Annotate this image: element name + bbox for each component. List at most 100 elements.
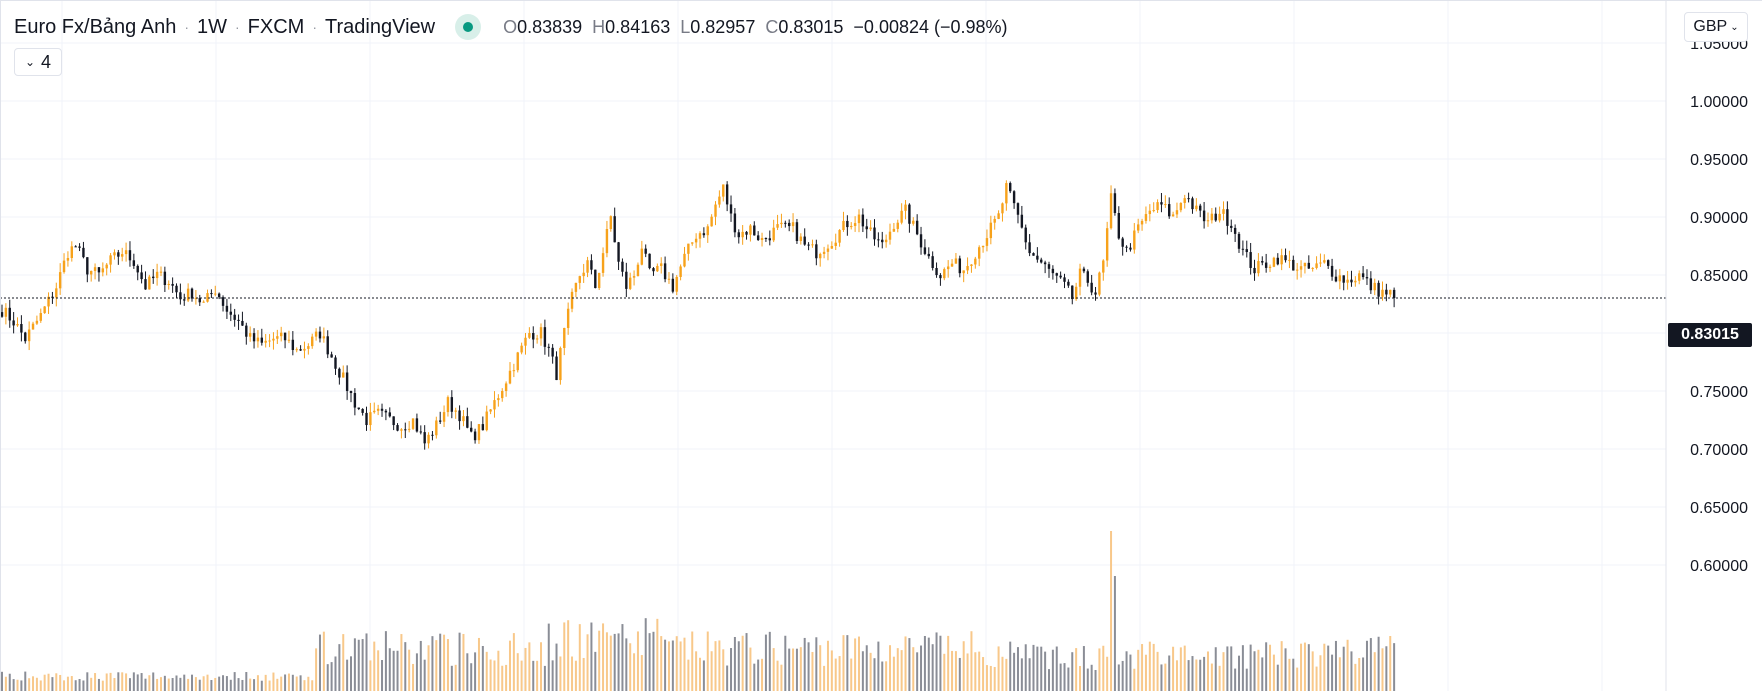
- candle-body: [609, 216, 613, 230]
- close-value: 0.83015: [778, 16, 844, 37]
- market-status-icon[interactable]: [455, 14, 482, 40]
- volume-bar: [625, 638, 628, 691]
- candle-body: [501, 390, 504, 399]
- candle-body: [636, 264, 640, 277]
- candle-body: [683, 253, 686, 267]
- candle-body: [299, 349, 302, 351]
- volume-bar: [384, 631, 387, 691]
- volume-bar: [1342, 646, 1345, 691]
- volume-bar: [877, 641, 880, 691]
- price-tick-label: 0.85000: [1690, 268, 1748, 285]
- volume-bar: [741, 635, 744, 691]
- volume-bar: [1102, 645, 1105, 691]
- volume-bar: [1071, 652, 1074, 691]
- volume-bar: [865, 645, 868, 691]
- candle-body: [663, 263, 667, 280]
- volume-bar: [904, 636, 907, 691]
- volume-bar: [74, 680, 77, 691]
- volume-bar: [311, 680, 314, 691]
- candle-body: [1354, 280, 1357, 283]
- candle-body: [1288, 259, 1291, 261]
- candle-body: [1020, 214, 1024, 228]
- ohlc-values: O 0.83839 H 0.84163 L 0.82957 C 0.83015 …: [503, 17, 1007, 38]
- volume-bar: [508, 640, 511, 691]
- volume-bar: [1354, 663, 1357, 691]
- volume-bar: [605, 632, 608, 691]
- volume-bar: [276, 678, 279, 691]
- candle-body: [20, 324, 23, 333]
- volume-bar: [1055, 646, 1058, 691]
- volume-bar: [8, 673, 11, 691]
- volume-bar: [1028, 658, 1031, 691]
- volume-bar: [629, 643, 632, 691]
- candle-body: [1280, 255, 1283, 265]
- candle-body: [124, 250, 128, 255]
- candle-body: [795, 222, 799, 242]
- volume-bar: [1082, 646, 1085, 691]
- candle-body: [221, 297, 225, 306]
- volume-bar: [218, 676, 221, 691]
- volume-bar: [947, 635, 950, 691]
- volume-bar: [35, 677, 38, 691]
- candle-body: [105, 264, 108, 269]
- volume-bar: [512, 633, 515, 691]
- candle-body: [159, 271, 163, 273]
- currency-select-button[interactable]: GBP ⌄: [1684, 12, 1748, 42]
- candle-body: [1373, 282, 1376, 291]
- volume-bar: [1195, 659, 1198, 691]
- price-tick-label: 0.95000: [1690, 152, 1748, 169]
- candle-body: [613, 216, 616, 243]
- candle-body: [1365, 277, 1369, 279]
- candle-body: [1385, 289, 1388, 295]
- candle-body: [210, 293, 213, 295]
- candle-body: [1350, 279, 1353, 283]
- candle-body: [74, 246, 77, 248]
- price-axis[interactable]: 1.050001.000000.950000.900000.850000.800…: [1690, 36, 1748, 575]
- candle-body: [842, 220, 845, 231]
- volume-bar: [664, 639, 667, 691]
- volume-bar: [869, 652, 872, 691]
- volume-bar: [214, 677, 217, 691]
- volume-bar: [194, 677, 197, 691]
- volume-bar: [144, 678, 147, 691]
- volume-bar: [803, 637, 806, 691]
- candle-body: [163, 271, 167, 286]
- volume-bar: [896, 648, 899, 691]
- price-candles: [0, 180, 1396, 450]
- interval-label[interactable]: 1W: [197, 15, 227, 38]
- volume-bar: [1063, 663, 1066, 691]
- change-value: −0.00824 (−0.98%): [853, 16, 1008, 37]
- volume-bar: [70, 676, 73, 691]
- candle-body: [772, 227, 775, 241]
- volume-bar: [923, 635, 926, 691]
- volume-bar: [1284, 648, 1287, 691]
- candle-body: [152, 276, 155, 279]
- candle-body: [915, 220, 919, 235]
- volume-bar: [702, 660, 705, 691]
- candle-body: [1346, 279, 1349, 283]
- candle-body: [834, 242, 837, 246]
- volume-bar: [179, 677, 182, 691]
- candle-body: [675, 276, 678, 292]
- indicators-collapse-button[interactable]: ⌄ 4: [14, 48, 62, 76]
- volume-bar: [342, 634, 345, 691]
- legend-separator: ·: [312, 19, 318, 35]
- volume-bar: [82, 680, 85, 691]
- volume-bar: [730, 648, 733, 691]
- volume-bar: [1323, 643, 1326, 691]
- candle-body: [214, 293, 217, 295]
- candle-body: [1276, 257, 1279, 265]
- volume-bar: [1245, 668, 1248, 691]
- volume-bar: [1377, 636, 1380, 691]
- volume-bar: [993, 666, 996, 691]
- candle-body: [1381, 289, 1384, 297]
- volume-bar: [916, 652, 919, 691]
- candle-body: [380, 408, 384, 411]
- candle-body: [450, 397, 454, 412]
- candle-body: [268, 340, 271, 342]
- symbol-name[interactable]: Euro Fx/Bảng Anh: [14, 15, 177, 38]
- volume-bar: [764, 634, 767, 691]
- volume-bar: [861, 651, 864, 691]
- candle-body: [423, 432, 426, 444]
